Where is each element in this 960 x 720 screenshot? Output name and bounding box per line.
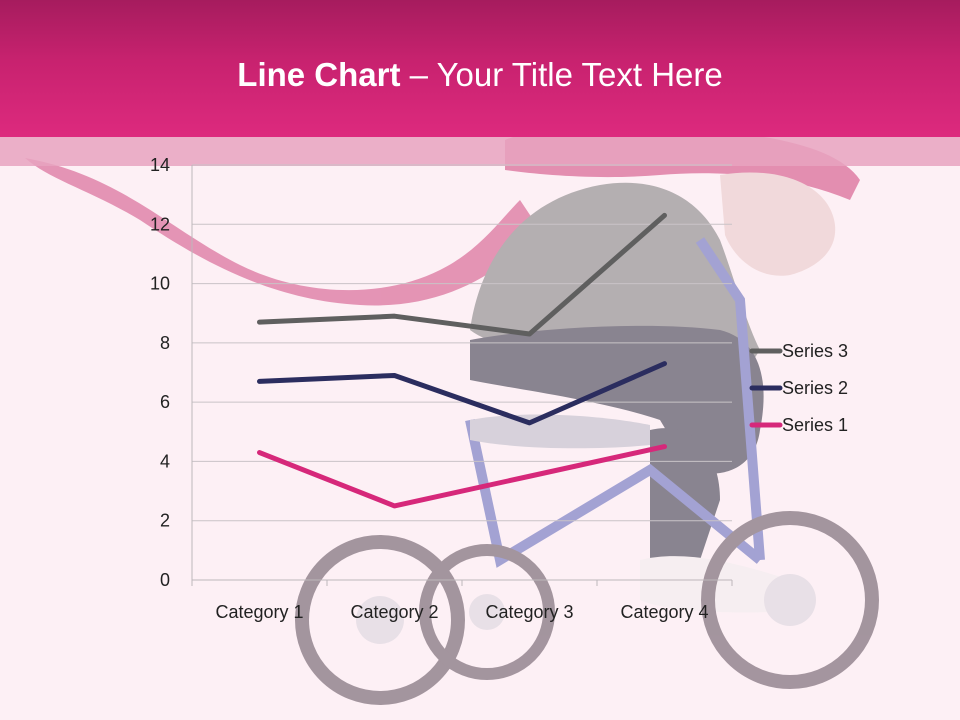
series-line-1	[257, 444, 667, 509]
series-line-3	[257, 212, 667, 337]
y-tick-label: 14	[150, 155, 170, 175]
y-tick-label: 10	[150, 274, 170, 294]
x-tick-label: Category 4	[620, 602, 708, 622]
slide-title: Line Chart – Your Title Text Here	[0, 52, 960, 98]
legend-label-series-3: Series 3	[782, 341, 848, 361]
x-tick-label: Category 3	[485, 602, 573, 622]
legend-label-series-1: Series 1	[782, 415, 848, 435]
y-tick-label: 4	[160, 451, 170, 471]
y-tick-label: 2	[160, 511, 170, 531]
legend-label-series-2: Series 2	[782, 378, 848, 398]
x-tick-label: Category 2	[350, 602, 438, 622]
y-tick-label: 8	[160, 333, 170, 353]
series-line-2	[257, 361, 667, 426]
y-tick-label: 0	[160, 570, 170, 590]
x-tick-label: Category 1	[215, 602, 303, 622]
slide-title-bold: Line Chart	[237, 56, 401, 93]
y-tick-label: 12	[150, 214, 170, 234]
slide-title-rest: – Your Title Text Here	[400, 56, 723, 93]
y-tick-label: 6	[160, 392, 170, 412]
title-header-bar	[0, 0, 960, 137]
header-accent-band	[0, 137, 960, 166]
